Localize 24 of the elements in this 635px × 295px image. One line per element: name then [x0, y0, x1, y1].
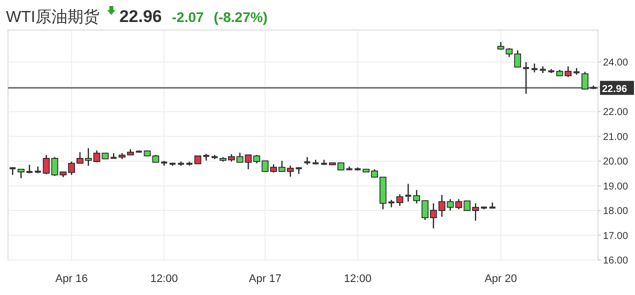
y-tick-label: 18.00 [603, 206, 628, 218]
candlestick [582, 71, 588, 90]
x-tick-label: 12:00 [150, 273, 178, 285]
y-tick-label: 21.00 [603, 132, 628, 143]
x-tick-label: Apr 17 [248, 273, 282, 285]
y-tick-label: 22.00 [603, 107, 628, 118]
text: -2.07 [172, 9, 204, 25]
x-tick-label: Apr 16 [55, 273, 88, 285]
y-tick-label: 24.00 [603, 58, 628, 69]
candlestick [296, 166, 302, 175]
candlestick [304, 156, 310, 166]
text: (-8.27%) [214, 9, 268, 25]
candlestick [42, 154, 50, 175]
x-tick-label: 12:00 [344, 273, 372, 285]
y-tick-label: 17.00 [603, 230, 628, 242]
y-tick-label: 20.00 [603, 156, 628, 168]
chart-title: WTI原油期货 [6, 8, 100, 26]
ref-line-label: 22.96 [602, 84, 628, 95]
candlestick [405, 183, 412, 202]
x-tick-label: Apr 20 [484, 273, 517, 285]
y-tick-label: 19.00 [603, 181, 628, 192]
candlestick [396, 194, 404, 206]
text: 22.96 [119, 7, 162, 26]
y-tick-label: 16.00 [603, 256, 628, 266]
